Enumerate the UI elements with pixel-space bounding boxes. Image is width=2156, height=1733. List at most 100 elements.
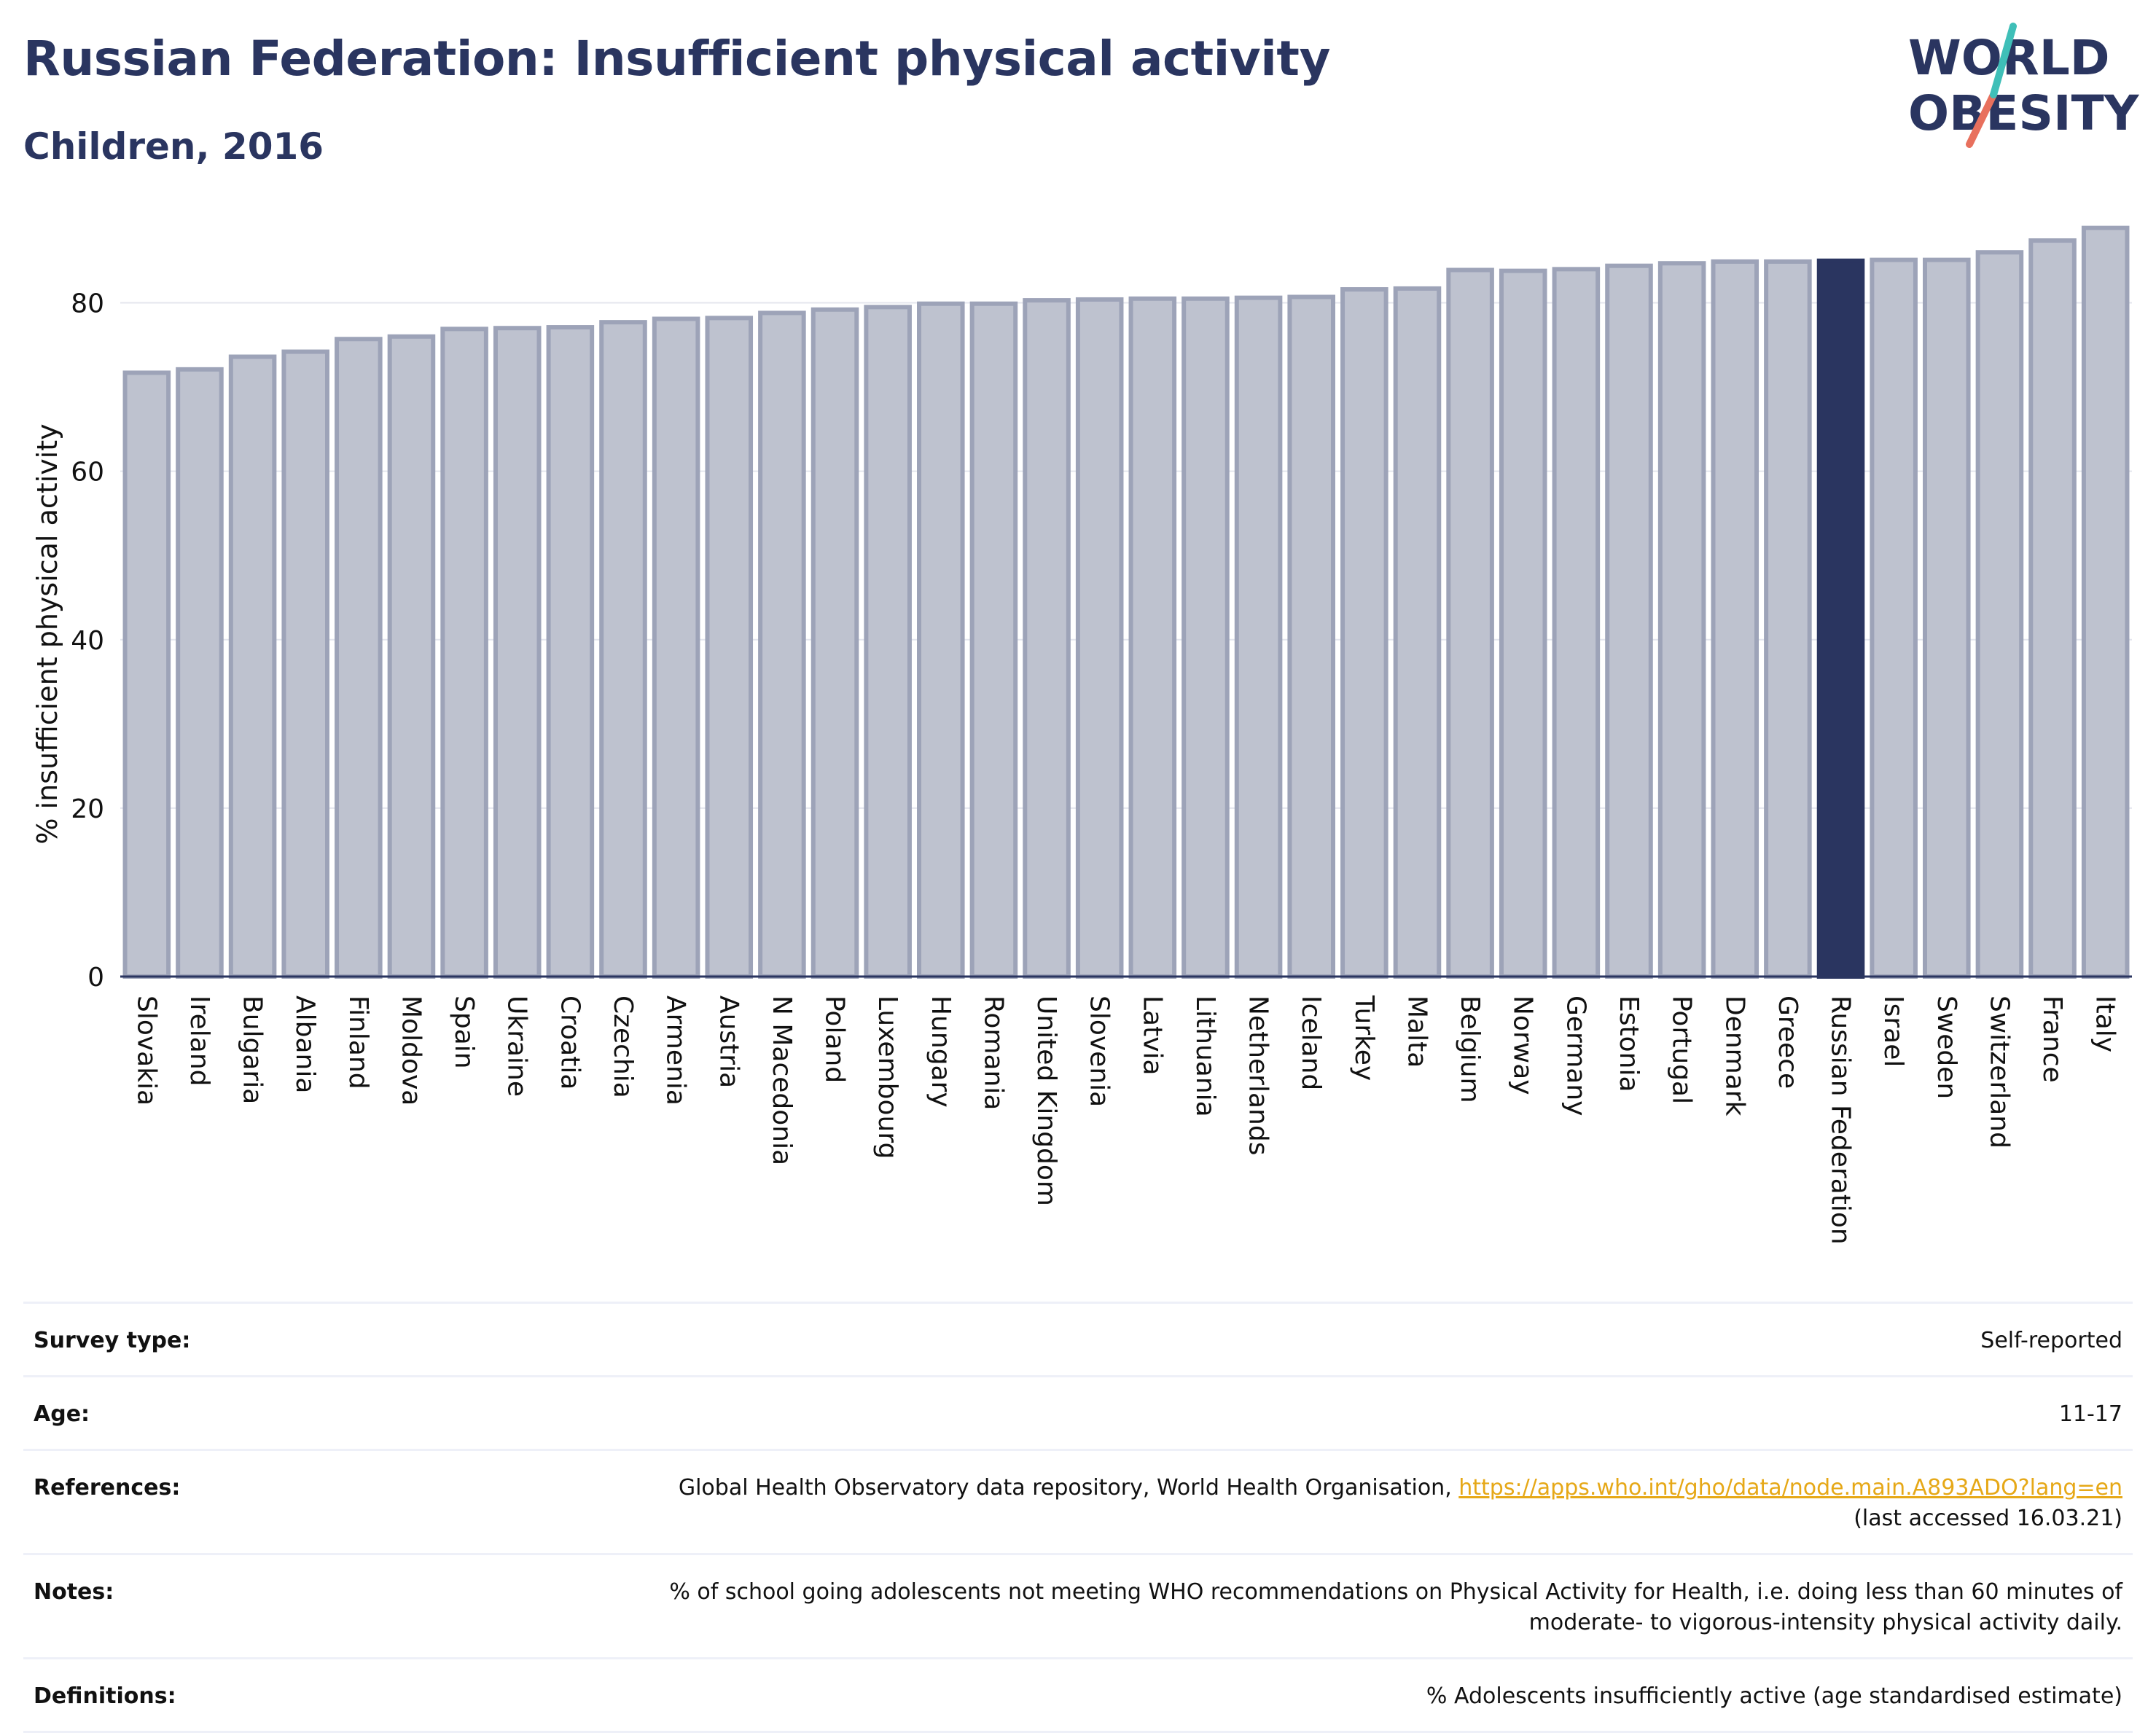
bar-norway [1499,268,1547,979]
meta-value: Self-reported [1980,1328,2122,1353]
meta-row-references: References: Global Health Observatory da… [23,1449,2133,1553]
reference-link[interactable]: https://apps.who.int/gho/data/node.main.… [1458,1475,2122,1501]
bars [122,225,2130,979]
x-tick-label: Luxembourg [872,995,902,1159]
bar-romania [969,301,1018,979]
bar-germany [1552,267,1601,979]
x-tick-label: Armenia [661,995,691,1106]
x-tick-label: Sweden [1932,995,1961,1099]
bar-france [2028,238,2077,979]
x-tick-label: Norway [1508,995,1538,1095]
meta-label: Definitions: [34,1683,176,1709]
chart-title: Russian Federation: Insufficient physica… [23,31,1331,87]
x-tick-label: Estonia [1614,995,1644,1092]
x-tick-label: Austria [714,995,743,1088]
x-tick-label: Russian Federation [1826,995,1856,1245]
bar-italy [2081,225,2130,979]
x-tick-label: Ukraine [502,995,532,1097]
bar-moldova [387,334,436,979]
bar-czechia [599,320,647,979]
bar-belgium [1446,267,1494,979]
bar-portugal [1657,261,1706,979]
meta-row-survey-type: Survey type: Self-reported [23,1302,2133,1375]
chart-subtitle: Children, 2016 [23,125,324,168]
meta-label: Survey type: [34,1328,191,1353]
x-tick-label: Greece [1773,995,1802,1089]
x-tick-label: Slovakia [131,995,161,1106]
metadata-table: Survey type: Self-reported Age: 11-17 Re… [23,1302,2133,1733]
meta-value: % of school going adolescents not meetin… [669,1579,2122,1635]
x-tick-label: Germany [1561,995,1590,1116]
bar-russian-federation [1816,258,1865,979]
bar-slovakia [122,370,171,979]
meta-label: References: [34,1475,181,1501]
bar-latvia [1128,296,1177,979]
bar-austria [705,316,754,979]
bar-finland [335,337,383,979]
bar-poland [811,307,859,979]
x-tick-label: Portugal [1667,995,1697,1104]
x-tick-label: Denmark [1719,995,1749,1116]
bar-hungary [917,301,965,979]
meta-label: Notes: [34,1579,114,1605]
bar-united-kingdom [1023,298,1071,979]
bar-chart: 0 20 40 60 80 Slovakia Ireland Bulgaria Albania F… [31,225,2132,1245]
x-tick-label: Poland [820,995,850,1083]
bar-spain [440,326,488,979]
x-tick-label: Czechia [608,995,638,1098]
logo-slash-lower [1966,91,1997,148]
y-tick-label: 80 [71,289,104,319]
bar-turkey [1340,287,1388,979]
bar-estonia [1605,263,1653,979]
x-tick-label: Slovenia [1085,995,1114,1107]
x-tick-label: N Macedonia [767,995,797,1165]
tick-labels: 0 20 40 60 80 Slovakia Ireland Bulgaria Albania F… [71,289,2120,1245]
meta-value: 11-17 [2058,1401,2122,1427]
y-tick-label: 60 [71,458,104,488]
bar-lithuania [1181,296,1230,979]
x-tick-label: Netherlands [1243,995,1273,1155]
x-tick-label: Albania [290,995,320,1093]
x-tick-label: Bulgaria [238,995,267,1104]
bar-ukraine [493,326,542,979]
bar-netherlands [1234,295,1283,979]
bar-greece [1764,259,1812,979]
reference-accessed: (last accessed 16.03.21) [1854,1506,2122,1531]
x-tick-label: Malta [1402,995,1432,1068]
x-tick-label: Switzerland [1984,995,2014,1149]
bar-iceland [1287,294,1335,979]
reference-text: Global Health Observatory data repositor… [678,1475,1459,1501]
bar-armenia [652,316,700,979]
x-tick-label: France [2037,995,2067,1083]
bar-croatia [546,325,595,979]
bar-ireland [176,367,224,979]
meta-value: % Adolescents insufficiently active (age… [1426,1683,2122,1709]
x-tick-label: Belgium [1455,995,1485,1103]
bar-slovenia [1075,297,1124,979]
meta-row-age: Age: 11-17 [23,1375,2133,1449]
x-tick-label: Ireland [184,995,214,1087]
x-tick-label: United Kingdom [1031,995,1061,1206]
x-tick-label: Hungary [926,995,956,1108]
x-tick-label: Romania [978,995,1008,1110]
x-tick-label: Latvia [1137,995,1167,1076]
x-tick-label: Croatia [555,995,585,1090]
y-tick-label: 40 [71,626,104,656]
bar-sweden [1923,257,1971,979]
logo-slash-upper [1990,23,2017,98]
x-tick-label: Finland [343,995,373,1090]
logo-word-obesity: OBESITY [1908,85,2140,141]
meta-value: Global Health Observatory data repositor… [679,1473,2122,1534]
bar-albania [281,349,329,979]
bar-israel [1870,257,1918,979]
bar-luxembourg [864,305,912,979]
x-tick-label: Israel [1878,995,1908,1067]
x-tick-label: Moldova [396,995,426,1106]
x-tick-label: Spain [449,995,479,1069]
bar-switzerland [1975,250,2024,979]
bar-malta [1393,286,1442,979]
y-tick-label: 20 [71,794,104,824]
meta-row-notes: Notes: % of school going adolescents not… [23,1553,2133,1657]
meta-label: Age: [34,1401,90,1427]
x-tick-label: Iceland [1296,995,1326,1090]
